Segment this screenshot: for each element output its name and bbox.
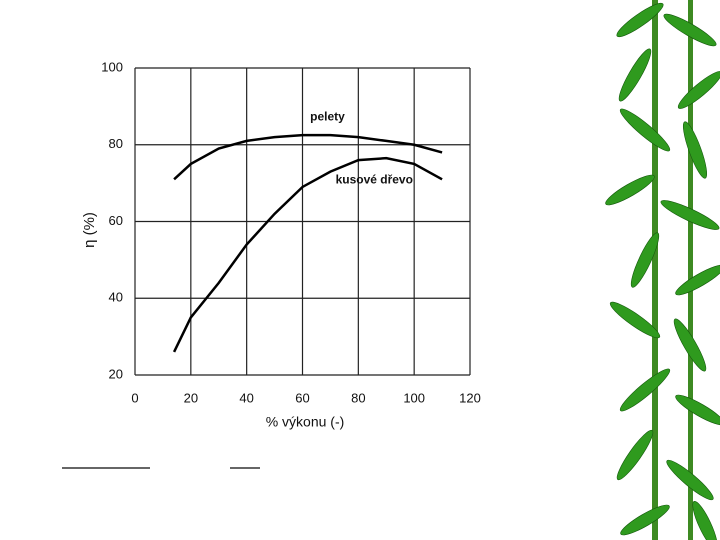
series-label: kusové dřevo [336,172,413,186]
series-line [172,156,443,353]
x-tick-label: 80 [351,390,365,405]
y-axis-label: η (%) [81,212,98,248]
x-tick-label: 120 [459,390,481,405]
bamboo-decoration [605,0,720,540]
y-tick-label: 80 [109,136,123,151]
x-tick-label: 20 [184,390,198,405]
x-axis-label: % výkonu (-) [266,414,345,430]
x-tick-label: 0 [131,390,138,405]
y-tick-label: 40 [109,290,123,305]
y-tick-label: 60 [109,213,123,228]
series-line [173,133,443,181]
series-label: pelety [310,109,345,123]
x-tick-label: 100 [403,390,425,405]
x-tick-label: 60 [295,390,309,405]
y-tick-label: 100 [101,59,123,74]
x-tick-label: 40 [239,390,253,405]
y-tick-label: 20 [109,366,123,381]
